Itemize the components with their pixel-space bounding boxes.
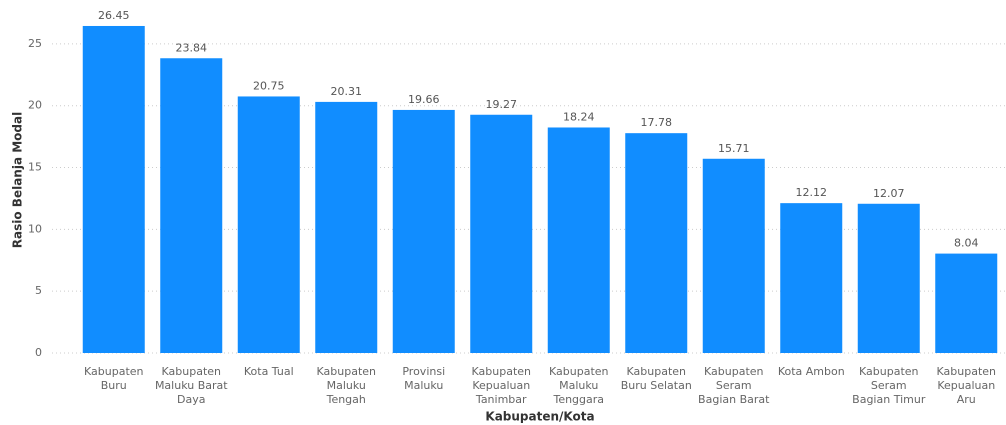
bar	[392, 109, 455, 353]
y-tick-label: 20	[28, 99, 42, 112]
bar	[935, 253, 998, 353]
value-label: 12.07	[873, 187, 905, 200]
y-tick-label: 25	[28, 37, 42, 50]
bar	[237, 96, 300, 354]
bar	[857, 203, 920, 353]
value-label: 19.66	[408, 93, 440, 106]
x-tick-label: Kabupaten Maluku Barat Daya	[154, 365, 228, 406]
value-label: 19.27	[486, 98, 518, 111]
x-tick-label: Kabupaten Kepualuan Tanimbar	[471, 365, 532, 406]
x-tick-label: Kabupaten Seram Bagian Barat	[698, 365, 770, 406]
x-tick-label: Kabupaten Maluku Tenggara	[549, 365, 609, 406]
value-label: 18.24	[563, 110, 595, 123]
bar	[470, 114, 533, 354]
y-tick-label: 15	[28, 161, 42, 174]
value-label: 26.45	[98, 9, 130, 22]
value-label: 17.78	[641, 116, 673, 129]
y-tick-label: 5	[35, 284, 42, 297]
x-axis-title: Kabupaten/Kota	[485, 410, 594, 424]
bar	[625, 133, 688, 353]
x-tick-label: Kota Tual	[243, 365, 294, 378]
bar	[702, 158, 765, 353]
value-label: 15.71	[718, 142, 750, 155]
bar	[315, 101, 378, 353]
bar	[82, 25, 145, 354]
bar	[160, 58, 223, 353]
x-tick-label: Provinsi Maluku	[402, 365, 446, 392]
value-label: 23.84	[176, 41, 208, 54]
value-label: 20.31	[331, 85, 363, 98]
bar	[547, 127, 610, 353]
x-tick-label: Kabupaten Seram Bagian Timur	[852, 365, 926, 406]
value-label: 8.04	[954, 237, 979, 250]
x-tick-label: Kabupaten Buru Selatan	[620, 365, 692, 392]
y-tick-label: 10	[28, 222, 42, 235]
y-tick-label: 0	[35, 346, 42, 359]
x-tick-label: Kabupaten Kepualuan Aru	[936, 365, 997, 406]
value-label: 12.12	[796, 186, 828, 199]
value-label: 20.75	[253, 79, 285, 92]
x-tick-label: Kota Ambon	[777, 365, 845, 378]
bar	[780, 203, 843, 353]
x-tick-label: Kabupaten Maluku Tengah	[316, 365, 377, 406]
x-tick-label: Kabupaten Buru	[84, 365, 144, 392]
y-axis-title: Rasio Belanja Modal	[11, 112, 25, 248]
